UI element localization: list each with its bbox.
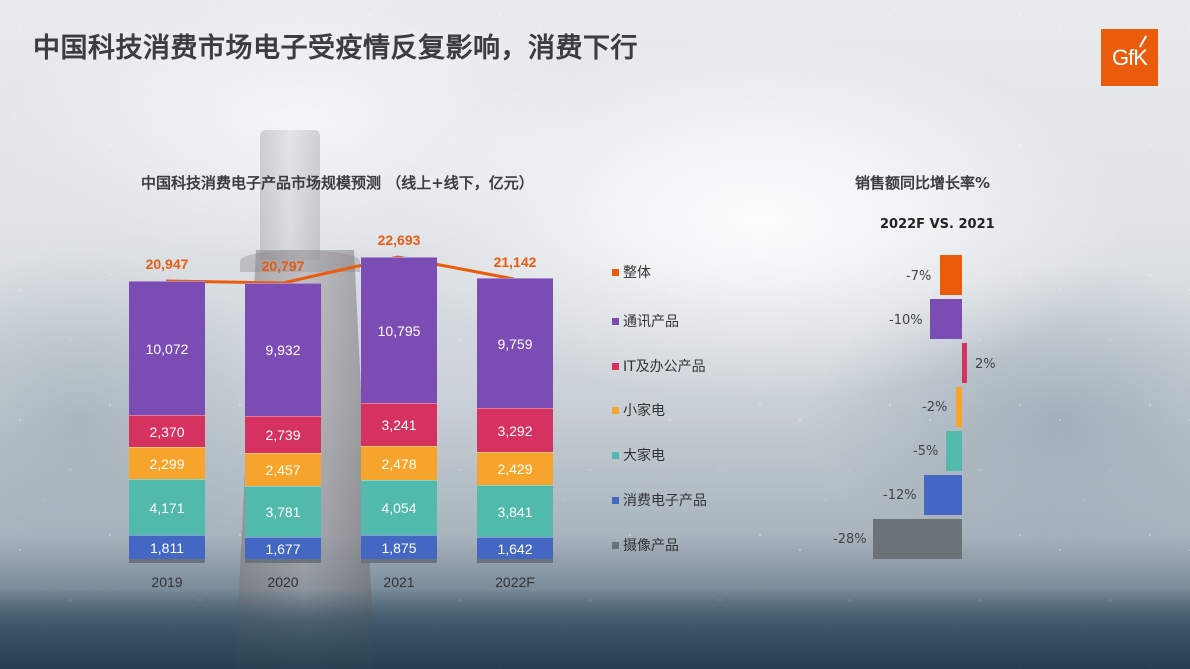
sea-background [0,589,1190,669]
segment-camera [129,559,205,563]
market-size-chart-title: 中国科技消费电子产品市场规模预测 （线上+线下，亿元） [141,174,534,192]
segment-camera [477,559,553,563]
segment-major-appliance: 3,781 [245,486,321,537]
segment-it-office: 3,292 [477,408,553,452]
growth-label-it-office: 2% [975,357,996,372]
market-size-chart: 1,811 4,171 2,299 2,370 10,072 20,947 20… [0,0,600,600]
growth-bar-major-appliance [946,431,962,471]
growth-bar-telecom [930,299,962,339]
legend-label: IT及办公产品 [623,359,706,375]
segment-telecom: 10,795 [361,257,437,403]
bar-2022f: 1,642 3,841 2,429 3,292 9,759 [477,278,553,563]
logo-text: GfK [1112,44,1148,70]
growth-bar-small-appliance [956,387,962,427]
gfk-logo: GfK [1101,29,1158,86]
growth-label-consumer-electronics: -12% [883,488,917,503]
segment-it-office: 3,241 [361,403,437,446]
segment-small-appliance: 2,478 [361,446,437,480]
legend-item-it-office: IT及办公产品 [612,356,706,376]
growth-chart-subtitle: 2022F VS. 2021 [880,217,995,232]
total-trend-line [165,255,515,285]
segment-camera [245,559,321,563]
legend-item-small-appliance: 小家电 [612,400,665,420]
legend-swatch [612,496,619,504]
legend-label: 消费电子产品 [623,493,707,509]
bar-2020: 1,677 3,781 2,457 2,739 9,932 [245,283,321,563]
legend-label: 大家电 [623,448,665,464]
legend-label: 摄像产品 [623,538,679,554]
year-label-2021: 2021 [383,574,415,590]
segment-consumer-electronics: 1,875 [361,535,437,559]
segment-telecom: 9,932 [245,283,321,416]
bar-2021: 1,875 4,054 2,478 3,241 10,795 [361,257,437,563]
growth-bar-total [940,255,962,295]
legend-item-telecom: 通讯产品 [612,311,679,331]
segment-small-appliance: 2,457 [245,453,321,486]
growth-label-telecom: -10% [889,313,923,328]
segment-major-appliance: 4,171 [129,479,205,535]
bar-2019: 1,811 4,171 2,299 2,370 10,072 [129,281,205,563]
legend-item-consumer-electronics: 消费电子产品 [612,490,707,510]
growth-bar-camera [873,519,962,559]
total-label-2020: 20,797 [261,258,305,274]
legend-label: 小家电 [623,403,665,419]
total-label-2022f: 21,142 [493,254,537,270]
legend-label: 整体 [623,265,651,281]
segment-major-appliance: 4,054 [361,480,437,535]
segment-it-office: 2,370 [129,415,205,447]
total-label-2019: 20,947 [145,256,189,272]
growth-label-small-appliance: -2% [922,400,948,415]
year-label-2020: 2020 [267,574,299,590]
year-label-2019: 2019 [151,574,183,590]
segment-small-appliance: 2,299 [129,447,205,479]
segment-consumer-electronics: 1,642 [477,537,553,559]
segment-consumer-electronics: 1,811 [129,535,205,559]
growth-chart-title: 销售额同比增长率% [855,174,991,192]
legend-item-major-appliance: 大家电 [612,445,665,465]
legend-swatch [612,406,619,414]
growth-label-camera: -28% [833,532,867,547]
growth-label-major-appliance: -5% [913,444,939,459]
segment-consumer-electronics: 1,677 [245,537,321,559]
legend-swatch [612,541,619,549]
growth-label-total: -7% [906,269,932,284]
legend-swatch [612,268,619,276]
year-label-2022f: 2022F [495,574,535,590]
segment-telecom: 9,759 [477,278,553,408]
legend-item-total: 整体 [612,262,651,282]
segment-camera [361,559,437,563]
page-title: 中国科技消费市场电子受疫情反复影响，消费下行 [33,33,638,64]
segment-small-appliance: 2,429 [477,452,553,485]
legend-swatch [612,362,619,370]
growth-bar-it-office [962,343,967,383]
legend-item-camera: 摄像产品 [612,535,679,555]
legend-label: 通讯产品 [623,314,679,330]
legend-swatch [612,451,619,459]
legend-swatch [612,317,619,325]
total-label-2021: 22,693 [377,232,421,248]
growth-bar-consumer-electronics [924,475,962,515]
segment-telecom: 10,072 [129,281,205,415]
segment-it-office: 2,739 [245,416,321,453]
segment-major-appliance: 3,841 [477,485,553,537]
